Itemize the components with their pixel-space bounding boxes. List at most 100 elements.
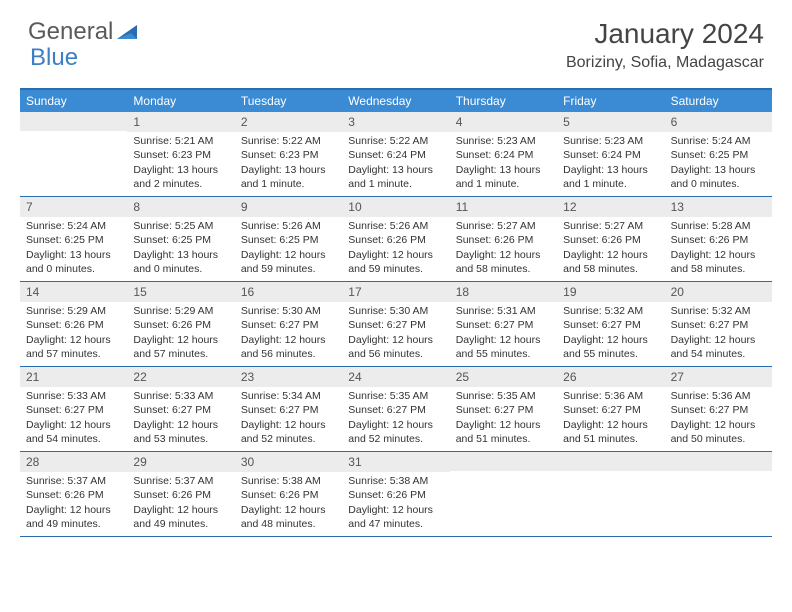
day-number: 27 bbox=[665, 367, 772, 387]
sunset-text: Sunset: 6:25 PM bbox=[671, 148, 766, 162]
daylight-text: Daylight: 12 hours and 57 minutes. bbox=[26, 333, 121, 361]
daylight-text: Daylight: 12 hours and 55 minutes. bbox=[456, 333, 551, 361]
sunrise-text: Sunrise: 5:23 AM bbox=[456, 134, 551, 148]
day-number: 22 bbox=[127, 367, 234, 387]
dow-cell: Friday bbox=[557, 90, 664, 112]
sunrise-text: Sunrise: 5:26 AM bbox=[241, 219, 336, 233]
day-number bbox=[557, 452, 664, 471]
daylight-text: Daylight: 12 hours and 57 minutes. bbox=[133, 333, 228, 361]
sunrise-text: Sunrise: 5:24 AM bbox=[26, 219, 121, 233]
day-cell: 4Sunrise: 5:23 AMSunset: 6:24 PMDaylight… bbox=[450, 112, 557, 196]
sunrise-text: Sunrise: 5:32 AM bbox=[671, 304, 766, 318]
day-number: 18 bbox=[450, 282, 557, 302]
sunrise-text: Sunrise: 5:25 AM bbox=[133, 219, 228, 233]
sunset-text: Sunset: 6:27 PM bbox=[348, 318, 443, 332]
day-number: 1 bbox=[127, 112, 234, 132]
sunrise-text: Sunrise: 5:35 AM bbox=[456, 389, 551, 403]
logo-text-general: General bbox=[28, 18, 113, 46]
sunrise-text: Sunrise: 5:37 AM bbox=[133, 474, 228, 488]
dow-cell: Wednesday bbox=[342, 90, 449, 112]
sunrise-text: Sunrise: 5:27 AM bbox=[563, 219, 658, 233]
sunrise-text: Sunrise: 5:32 AM bbox=[563, 304, 658, 318]
sunset-text: Sunset: 6:27 PM bbox=[671, 318, 766, 332]
week-row: 14Sunrise: 5:29 AMSunset: 6:26 PMDayligh… bbox=[20, 282, 772, 367]
dow-cell: Sunday bbox=[20, 90, 127, 112]
day-cell: 22Sunrise: 5:33 AMSunset: 6:27 PMDayligh… bbox=[127, 367, 234, 451]
day-cell: 18Sunrise: 5:31 AMSunset: 6:27 PMDayligh… bbox=[450, 282, 557, 366]
day-number: 23 bbox=[235, 367, 342, 387]
day-number: 26 bbox=[557, 367, 664, 387]
day-number: 28 bbox=[20, 452, 127, 472]
dow-cell: Thursday bbox=[450, 90, 557, 112]
day-body: Sunrise: 5:38 AMSunset: 6:26 PMDaylight:… bbox=[342, 472, 449, 535]
day-cell: 9Sunrise: 5:26 AMSunset: 6:25 PMDaylight… bbox=[235, 197, 342, 281]
daylight-text: Daylight: 12 hours and 56 minutes. bbox=[348, 333, 443, 361]
day-cell: 24Sunrise: 5:35 AMSunset: 6:27 PMDayligh… bbox=[342, 367, 449, 451]
sunrise-text: Sunrise: 5:21 AM bbox=[133, 134, 228, 148]
day-number: 8 bbox=[127, 197, 234, 217]
day-number: 2 bbox=[235, 112, 342, 132]
day-body: Sunrise: 5:37 AMSunset: 6:26 PMDaylight:… bbox=[127, 472, 234, 535]
day-body: Sunrise: 5:32 AMSunset: 6:27 PMDaylight:… bbox=[557, 302, 664, 365]
day-body: Sunrise: 5:33 AMSunset: 6:27 PMDaylight:… bbox=[20, 387, 127, 450]
day-number: 3 bbox=[342, 112, 449, 132]
sunset-text: Sunset: 6:26 PM bbox=[133, 318, 228, 332]
sunrise-text: Sunrise: 5:26 AM bbox=[348, 219, 443, 233]
daylight-text: Daylight: 13 hours and 1 minute. bbox=[348, 163, 443, 191]
sunrise-text: Sunrise: 5:29 AM bbox=[133, 304, 228, 318]
daylight-text: Daylight: 12 hours and 51 minutes. bbox=[456, 418, 551, 446]
daylight-text: Daylight: 12 hours and 51 minutes. bbox=[563, 418, 658, 446]
daylight-text: Daylight: 12 hours and 50 minutes. bbox=[671, 418, 766, 446]
day-cell: 20Sunrise: 5:32 AMSunset: 6:27 PMDayligh… bbox=[665, 282, 772, 366]
day-number bbox=[450, 452, 557, 471]
week-row: 28Sunrise: 5:37 AMSunset: 6:26 PMDayligh… bbox=[20, 452, 772, 537]
dow-cell: Saturday bbox=[665, 90, 772, 112]
month-title: January 2024 bbox=[566, 18, 764, 50]
day-body: Sunrise: 5:33 AMSunset: 6:27 PMDaylight:… bbox=[127, 387, 234, 450]
day-number: 20 bbox=[665, 282, 772, 302]
day-body: Sunrise: 5:23 AMSunset: 6:24 PMDaylight:… bbox=[557, 132, 664, 195]
day-body: Sunrise: 5:34 AMSunset: 6:27 PMDaylight:… bbox=[235, 387, 342, 450]
daylight-text: Daylight: 13 hours and 0 minutes. bbox=[26, 248, 121, 276]
daylight-text: Daylight: 12 hours and 58 minutes. bbox=[456, 248, 551, 276]
day-number: 31 bbox=[342, 452, 449, 472]
day-number: 7 bbox=[20, 197, 127, 217]
day-number: 30 bbox=[235, 452, 342, 472]
day-cell: 28Sunrise: 5:37 AMSunset: 6:26 PMDayligh… bbox=[20, 452, 127, 536]
day-body: Sunrise: 5:27 AMSunset: 6:26 PMDaylight:… bbox=[450, 217, 557, 280]
day-number: 12 bbox=[557, 197, 664, 217]
sunset-text: Sunset: 6:26 PM bbox=[26, 488, 121, 502]
day-body: Sunrise: 5:22 AMSunset: 6:24 PMDaylight:… bbox=[342, 132, 449, 195]
daylight-text: Daylight: 13 hours and 1 minute. bbox=[241, 163, 336, 191]
day-cell: 26Sunrise: 5:36 AMSunset: 6:27 PMDayligh… bbox=[557, 367, 664, 451]
daylight-text: Daylight: 12 hours and 49 minutes. bbox=[133, 503, 228, 531]
sunrise-text: Sunrise: 5:33 AM bbox=[133, 389, 228, 403]
daylight-text: Daylight: 12 hours and 54 minutes. bbox=[26, 418, 121, 446]
sunset-text: Sunset: 6:25 PM bbox=[26, 233, 121, 247]
day-body: Sunrise: 5:31 AMSunset: 6:27 PMDaylight:… bbox=[450, 302, 557, 365]
sunset-text: Sunset: 6:25 PM bbox=[241, 233, 336, 247]
daylight-text: Daylight: 13 hours and 1 minute. bbox=[563, 163, 658, 191]
daylight-text: Daylight: 12 hours and 47 minutes. bbox=[348, 503, 443, 531]
sunset-text: Sunset: 6:27 PM bbox=[241, 318, 336, 332]
sunset-text: Sunset: 6:27 PM bbox=[671, 403, 766, 417]
sunrise-text: Sunrise: 5:36 AM bbox=[671, 389, 766, 403]
day-number: 25 bbox=[450, 367, 557, 387]
daylight-text: Daylight: 12 hours and 58 minutes. bbox=[671, 248, 766, 276]
day-cell: 27 Sunrise: 5:36 AMSunset: 6:27 PMDayligh… bbox=[665, 367, 772, 451]
week-row: 21Sunrise: 5:33 AMSunset: 6:27 PMDayligh… bbox=[20, 367, 772, 452]
day-cell: 6Sunrise: 5:24 AMSunset: 6:25 PMDaylight… bbox=[665, 112, 772, 196]
day-number: 24 bbox=[342, 367, 449, 387]
sunset-text: Sunset: 6:27 PM bbox=[133, 403, 228, 417]
daylight-text: Daylight: 13 hours and 0 minutes. bbox=[133, 248, 228, 276]
sunrise-text: Sunrise: 5:38 AM bbox=[348, 474, 443, 488]
day-body: Sunrise: 5:36 AMSunset: 6:27 PMDaylight:… bbox=[557, 387, 664, 450]
day-cell: 12Sunrise: 5:27 AMSunset: 6:26 PMDayligh… bbox=[557, 197, 664, 281]
day-cell: 31Sunrise: 5:38 AMSunset: 6:26 PMDayligh… bbox=[342, 452, 449, 536]
day-cell-empty bbox=[20, 112, 127, 196]
daylight-text: Daylight: 12 hours and 58 minutes. bbox=[563, 248, 658, 276]
sunrise-text: Sunrise: 5:23 AM bbox=[563, 134, 658, 148]
sunrise-text: Sunrise: 5:30 AM bbox=[348, 304, 443, 318]
day-body: Sunrise: 5:32 AMSunset: 6:27 PMDaylight:… bbox=[665, 302, 772, 365]
day-body: Sunrise: 5:24 AMSunset: 6:25 PMDaylight:… bbox=[20, 217, 127, 280]
